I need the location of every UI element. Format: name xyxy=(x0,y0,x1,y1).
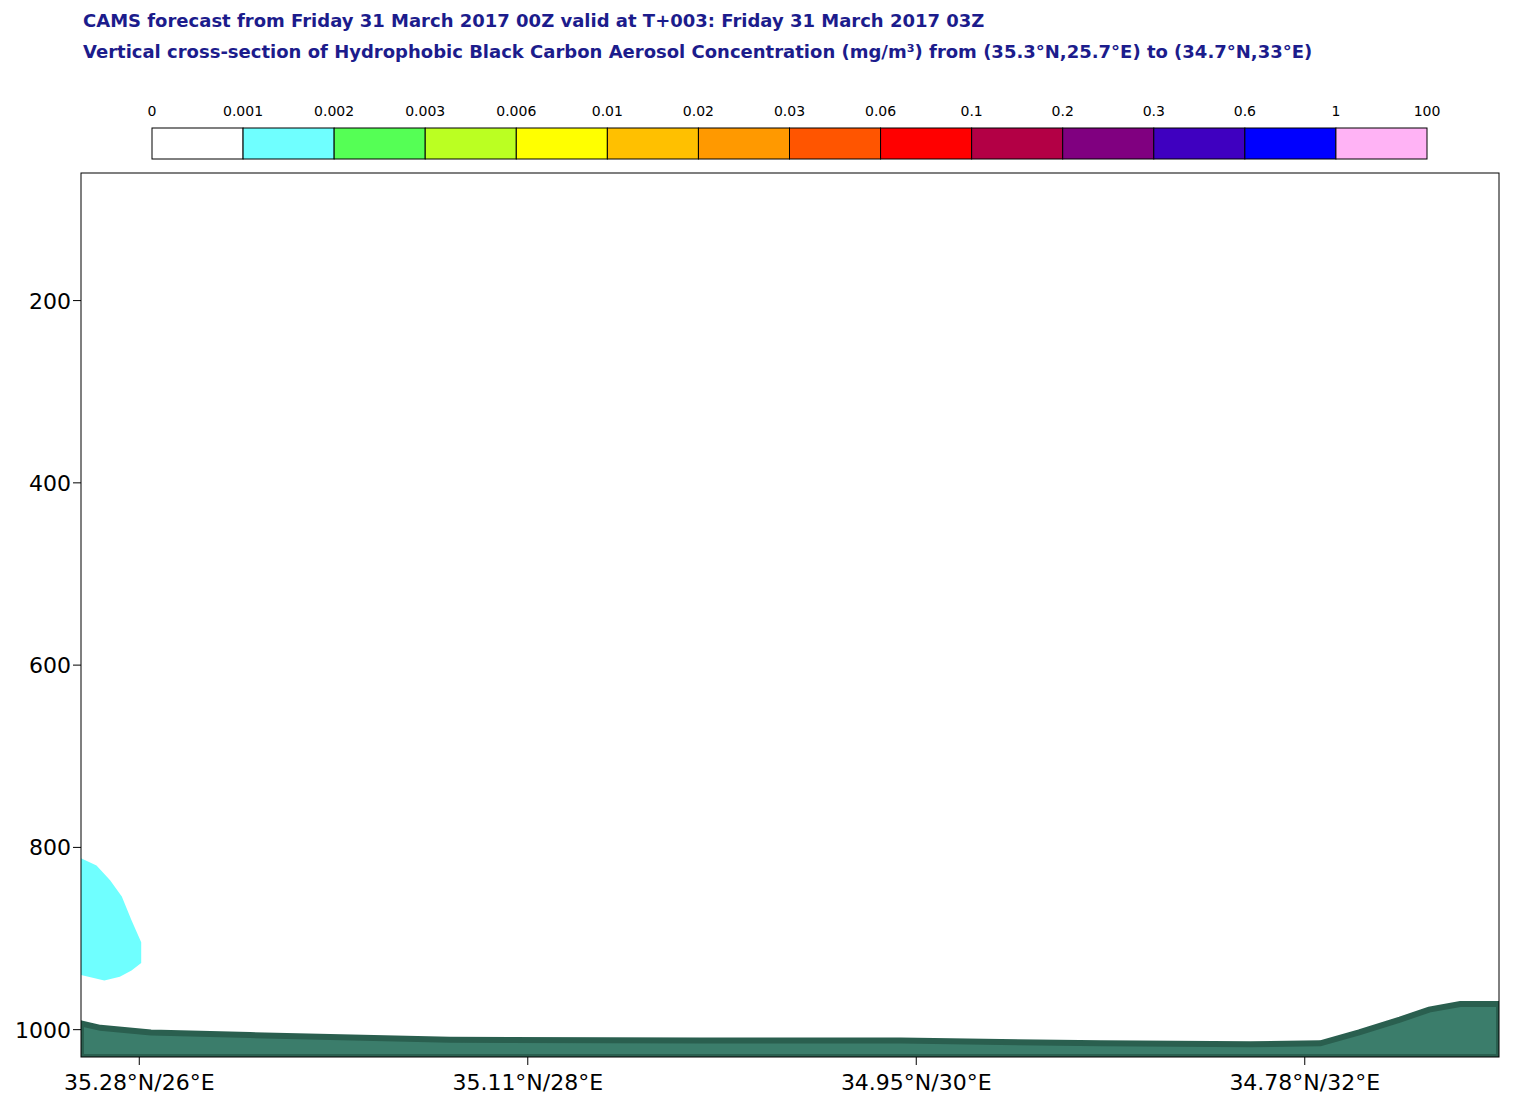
colorbar-label: 0.003 xyxy=(405,103,445,119)
y-tick-label: 1000 xyxy=(15,1018,71,1043)
x-tick-label: 34.95°N/30°E xyxy=(841,1070,992,1095)
y-tick xyxy=(73,482,81,483)
x-tick xyxy=(139,1057,140,1065)
y-tick-label: 800 xyxy=(29,835,71,860)
y-tick-label: 400 xyxy=(29,471,71,496)
x-tick xyxy=(527,1057,528,1065)
colorbar-box xyxy=(425,128,516,159)
colorbar-box xyxy=(607,128,698,159)
title: CAMS forecast from Friday 31 March 2017 … xyxy=(83,10,984,31)
plot-frame xyxy=(81,173,1499,1057)
colorbar-label: 0.01 xyxy=(592,103,623,119)
colorbar-label: 100 xyxy=(1414,103,1441,119)
x-tick-label: 35.28°N/26°E xyxy=(64,1070,215,1095)
colorbar-box xyxy=(1154,128,1245,159)
colorbar-box xyxy=(1245,128,1336,159)
colorbar-label: 0.002 xyxy=(314,103,354,119)
colorbar-label: 0 xyxy=(148,103,157,119)
y-tick xyxy=(73,1029,81,1030)
surface xyxy=(81,1004,1499,1057)
colorbar-box xyxy=(334,128,425,159)
colorbar-box xyxy=(1063,128,1154,159)
x-tick xyxy=(1304,1057,1305,1065)
colorbar-box xyxy=(698,128,789,159)
x-tick-label: 34.78°N/32°E xyxy=(1229,1070,1380,1095)
colorbar-box xyxy=(972,128,1063,159)
colorbar-label: 0.06 xyxy=(865,103,896,119)
colorbar-box xyxy=(516,128,607,159)
colorbar-box xyxy=(881,128,972,159)
colorbar-label: 0.03 xyxy=(774,103,805,119)
colorbar-label: 0.001 xyxy=(223,103,263,119)
colorbar-label: 0.3 xyxy=(1143,103,1165,119)
y-tick-label: 200 xyxy=(29,289,71,314)
concentration-region xyxy=(81,858,141,980)
colorbar-label: 0.02 xyxy=(683,103,714,119)
x-tick xyxy=(916,1057,917,1065)
y-tick-label: 600 xyxy=(29,653,71,678)
plot-area xyxy=(81,858,1499,1057)
subtitle: Vertical cross-section of Hydrophobic Bl… xyxy=(83,41,1312,62)
colorbar-box xyxy=(1336,128,1427,159)
colorbar-label: 1 xyxy=(1331,103,1340,119)
colorbar-box xyxy=(243,128,334,159)
y-tick xyxy=(73,300,81,301)
colorbar-label: 0.2 xyxy=(1052,103,1074,119)
y-tick xyxy=(73,665,81,666)
x-tick-label: 35.11°N/28°E xyxy=(452,1070,603,1095)
colorbar-label: 0.1 xyxy=(961,103,983,119)
colorbar-box xyxy=(790,128,881,159)
colorbar-label: 0.6 xyxy=(1234,103,1256,119)
colorbar-box xyxy=(152,128,243,159)
chart: CAMS forecast from Friday 31 March 2017 … xyxy=(0,0,1513,1101)
colorbar-label: 0.006 xyxy=(496,103,536,119)
y-tick xyxy=(73,847,81,848)
